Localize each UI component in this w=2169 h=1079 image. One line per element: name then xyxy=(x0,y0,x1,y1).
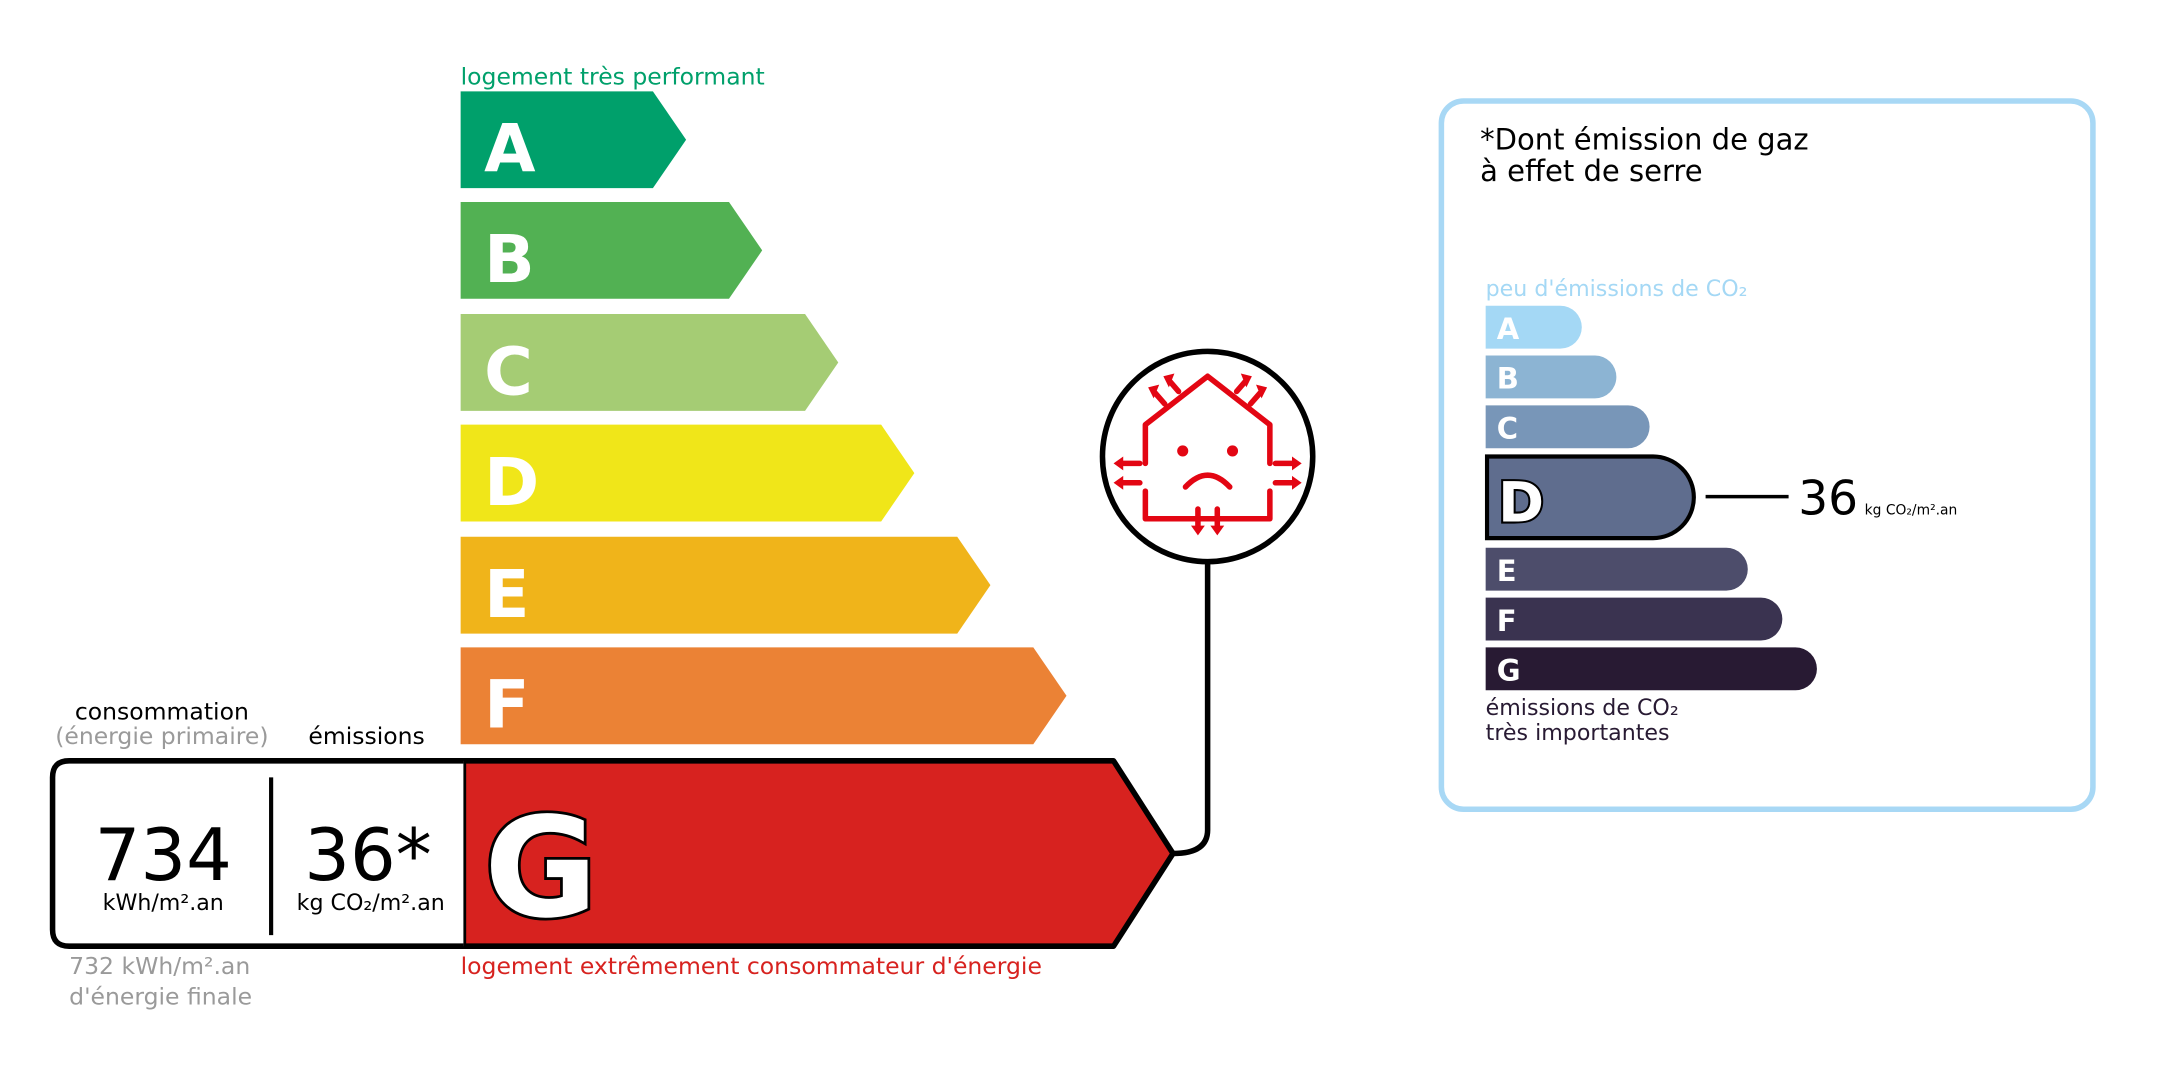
ghg-top-caption: peu d'émissions de CO₂ xyxy=(1486,276,1748,302)
bottom-caption: logement extrêmement consommateur d'éner… xyxy=(461,952,1042,980)
emissions-label: émissions xyxy=(308,722,424,750)
svg-text:B: B xyxy=(1497,362,1519,396)
ghg-bar-g: G xyxy=(1485,647,1817,691)
svg-text:A: A xyxy=(1497,312,1520,346)
svg-text:E: E xyxy=(1497,554,1517,588)
values-box xyxy=(49,758,464,949)
ghg-title-line2: à effet de serre xyxy=(1480,154,1702,188)
svg-text:E: E xyxy=(484,555,529,633)
consumption-value: 734 xyxy=(95,813,232,897)
consumption-label: consommation xyxy=(75,697,249,725)
ghg-bar-c: C xyxy=(1485,405,1650,449)
ghg-value: 36 xyxy=(1798,472,1858,527)
svg-text:G: G xyxy=(1497,654,1521,688)
svg-text:C: C xyxy=(1497,412,1518,446)
connector-line xyxy=(1172,561,1211,857)
house-heat-loss-sad-icon xyxy=(1099,348,1316,565)
ghg-bar-a: A xyxy=(1485,305,1582,349)
energy-bar-g-current: G xyxy=(460,758,1176,952)
svg-text:D: D xyxy=(484,443,539,521)
svg-text:F: F xyxy=(484,666,529,744)
ghg-bottom-caption-line1: émissions de CO₂ xyxy=(1486,695,1679,721)
energy-bar-f: F xyxy=(460,647,1067,745)
ghg-title-line1: *Dont émission de gaz xyxy=(1480,122,1809,156)
ghg-bar-e: E xyxy=(1485,547,1748,591)
svg-text:C: C xyxy=(484,332,533,410)
ghg-bar-d-current: D xyxy=(1484,454,1696,541)
svg-text:G: G xyxy=(484,788,598,949)
consumption-sublabel: (énergie primaire) xyxy=(55,722,268,750)
final-energy-value: 732 kWh/m².an xyxy=(69,952,250,980)
energy-bar-c: C xyxy=(460,314,839,411)
energy-bar-d: D xyxy=(460,424,915,522)
consumption-unit: kWh/m².an xyxy=(103,890,224,916)
svg-text:D: D xyxy=(1498,472,1544,536)
final-energy-label: d'énergie finale xyxy=(69,982,252,1010)
energy-bar-e: E xyxy=(460,536,991,634)
ghg-bar-f: F xyxy=(1485,597,1783,641)
ghg-bar-b: B xyxy=(1485,355,1617,399)
top-caption: logement très performant xyxy=(461,62,765,90)
svg-text:A: A xyxy=(484,110,536,188)
emissions-value: 36* xyxy=(304,813,431,897)
svg-text:F: F xyxy=(1497,604,1517,638)
svg-text:B: B xyxy=(484,220,535,298)
ghg-unit: kg CO₂/m².an xyxy=(1865,503,1958,519)
energy-bar-b: B xyxy=(460,201,763,299)
emissions-unit: kg CO₂/m².an xyxy=(297,890,445,916)
energy-bar-a: A xyxy=(460,91,687,189)
ghg-bottom-caption-line2: très importantes xyxy=(1486,720,1670,746)
